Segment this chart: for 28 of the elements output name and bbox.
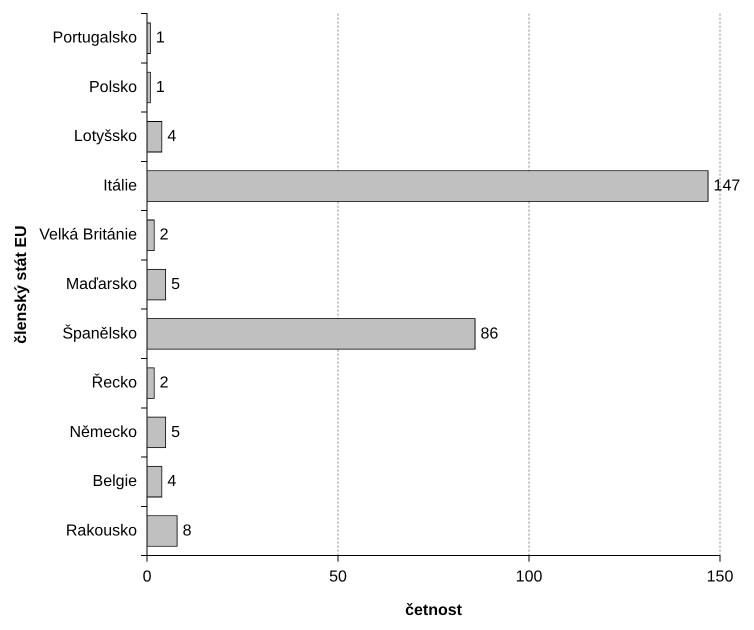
y-tick-label: Itálie (103, 177, 138, 194)
data-label: 8 (182, 522, 192, 540)
data-label: 1 (156, 78, 165, 96)
y-tick-label: Německo (69, 424, 138, 441)
y-tick-label: Lotyšsko (74, 128, 138, 146)
x-tick-label: 50 (329, 568, 348, 586)
y-tick-label: Belgie (92, 473, 138, 490)
data-label: 86 (480, 325, 498, 342)
x-tick-label: 0 (142, 568, 152, 586)
y-tick-label: Polsko (89, 78, 138, 96)
x-tick-label: 150 (706, 568, 734, 586)
data-label: 5 (171, 424, 180, 441)
data-label: 147 (714, 177, 740, 194)
data-label: 5 (171, 276, 180, 294)
y-tick-label: Španělsko (62, 324, 138, 342)
y-tick-label: Řecko (92, 374, 138, 392)
x-axis-title: četnost (405, 602, 463, 619)
y-tick-label: Portugalsko (52, 30, 138, 47)
y-axis-title: členský stát EU (13, 225, 30, 344)
y-tick-label: Maďarsko (66, 276, 138, 294)
x-tick-label: 100 (516, 568, 542, 586)
data-label: 4 (167, 473, 176, 490)
data-label: 2 (160, 226, 169, 244)
data-label: 1 (156, 30, 165, 47)
data-label: 2 (160, 374, 169, 392)
y-tick-label: Velká Británie (39, 226, 138, 244)
data-label: 4 (167, 128, 176, 146)
y-tick-label: Rakousko (66, 522, 138, 540)
